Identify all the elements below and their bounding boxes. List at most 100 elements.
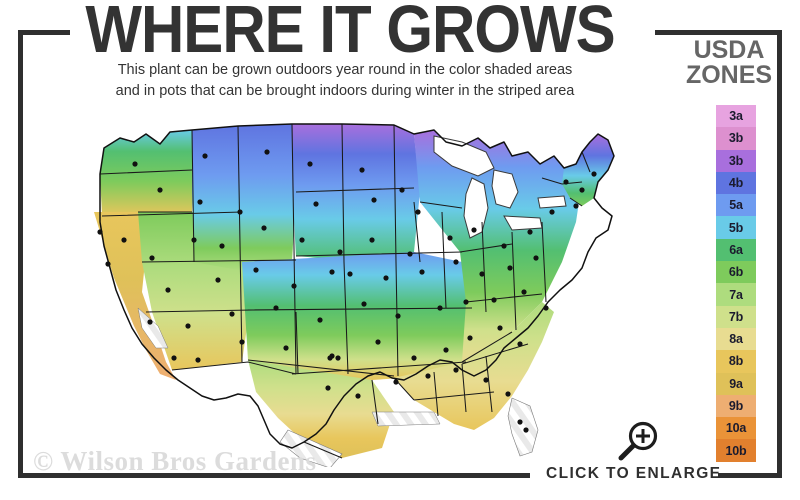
city-dot (383, 275, 389, 281)
city-dot (273, 305, 279, 311)
city-dot (471, 227, 477, 233)
lake-huron (491, 169, 519, 209)
zone-swatch-label: 6a (729, 242, 743, 257)
usda-zone-legend: 3a 3b 3b 4b 5a 5b 6a 6b 7a 7b 8a 8b 9a 9b 10a 10b (716, 105, 756, 462)
zone-swatch-label: 9a (729, 376, 743, 391)
city-dot (483, 377, 489, 383)
city-dot (591, 171, 597, 177)
zone-swatch-label: 5a (729, 198, 743, 213)
zone-swatch-label: 6b (728, 265, 744, 280)
zone-swatch-9a[interactable]: 9a (716, 372, 756, 395)
city-dot (325, 385, 331, 391)
city-dot (437, 305, 443, 311)
zone-swatch-7b[interactable]: 7b (716, 305, 756, 328)
city-dot (313, 201, 319, 207)
city-dot (573, 203, 579, 209)
city-dot (369, 237, 375, 243)
city-dot (329, 269, 335, 275)
city-dot (219, 243, 225, 249)
frame-top-left-segment (18, 30, 70, 35)
zone-swatch-6b[interactable]: 6b (716, 261, 756, 284)
state-borders-layer (99, 123, 591, 459)
city-dot (415, 209, 421, 215)
city-dot (97, 229, 103, 235)
zone-swatch-3b-upper[interactable]: 3b (716, 127, 756, 150)
city-dot (337, 249, 343, 255)
frame-top-right-segment (655, 30, 782, 35)
zone-swatch-4b[interactable]: 4b (716, 171, 756, 195)
zone-swatch-8a[interactable]: 8a (716, 327, 756, 351)
city-dot (563, 179, 569, 185)
city-dot (165, 287, 171, 293)
magnifier-plus-icon[interactable] (615, 420, 663, 462)
frame-bottom-right-segment (718, 473, 782, 478)
striped-zone-layer (137, 307, 539, 467)
city-dot (479, 271, 485, 277)
city-dot (229, 311, 235, 317)
zone-swatch-label: 7a (729, 287, 743, 302)
city-dot (191, 237, 197, 243)
city-dot (147, 319, 153, 325)
city-dot (447, 235, 453, 241)
subtitle-line-1: This plant can be grown outdoors year ro… (117, 62, 573, 78)
city-dot (291, 283, 297, 289)
city-dot (549, 209, 555, 215)
zone-swatch-label: 3b (728, 131, 744, 146)
usa-national-outline (99, 123, 615, 449)
great-lakes-layer (433, 135, 567, 239)
striped-area-south-florida (507, 397, 539, 457)
striped-area-gulf-coast (371, 411, 441, 427)
city-dot (132, 161, 138, 167)
city-dot-layer (97, 149, 597, 433)
city-dot (505, 391, 511, 397)
lake-ontario (537, 195, 567, 209)
map-svg (42, 112, 662, 467)
city-dot (299, 237, 305, 243)
zone-swatch-7a[interactable]: 7a (716, 283, 756, 306)
zone-swatch-8b[interactable]: 8b (716, 350, 756, 373)
city-dot (253, 267, 259, 273)
city-dot (157, 187, 163, 193)
city-dot (264, 149, 270, 155)
city-dot (361, 301, 367, 307)
zone-swatch-5a[interactable]: 5a (716, 194, 756, 217)
zone-swatch-5b[interactable]: 5b (716, 216, 756, 239)
city-dot (121, 237, 127, 243)
zone-swatch-6a[interactable]: 6a (716, 238, 756, 262)
city-dot (317, 317, 323, 323)
city-dot (497, 325, 503, 331)
city-dot (195, 357, 201, 363)
zone-swatch-10b[interactable]: 10b (716, 439, 756, 462)
click-to-enlarge-label[interactable]: CLICK TO ENLARGE (546, 465, 722, 482)
region-new-england (562, 134, 614, 206)
magnifier-svg (618, 421, 658, 461)
city-dot (411, 355, 417, 361)
legend-heading: USDA ZONES (676, 38, 782, 88)
city-dot (453, 259, 459, 265)
region-northern-rockies (192, 124, 296, 270)
city-dot (543, 305, 549, 311)
city-dot (419, 269, 425, 275)
zone-swatch-9b[interactable]: 9b (716, 394, 756, 418)
city-dot (283, 345, 289, 351)
region-southern-plains-texas (248, 360, 394, 458)
city-dot (375, 339, 381, 345)
city-dot (393, 379, 399, 385)
zone-swatch-10a[interactable]: 10a (716, 417, 756, 440)
city-dot (425, 373, 431, 379)
zone-swatch-label: 9b (728, 399, 744, 413)
city-dot (443, 347, 449, 353)
city-dot (261, 225, 267, 231)
city-dot (327, 355, 333, 361)
city-dot (355, 393, 361, 399)
frame-bottom-left-segment (18, 473, 530, 478)
city-dot (517, 419, 523, 425)
zone-swatch-label: 3b (728, 153, 744, 168)
usda-hardiness-zone-map[interactable] (42, 112, 662, 467)
zone-swatch-label: 10a (725, 421, 747, 436)
city-dot (185, 323, 191, 329)
zone-swatch-label: 5b (728, 220, 744, 235)
subtitle-line-2: and in pots that can be brought indoors … (115, 83, 575, 100)
zone-swatch-3a[interactable]: 3a (716, 105, 756, 128)
zone-swatch-3b-lower[interactable]: 3b (716, 149, 756, 172)
